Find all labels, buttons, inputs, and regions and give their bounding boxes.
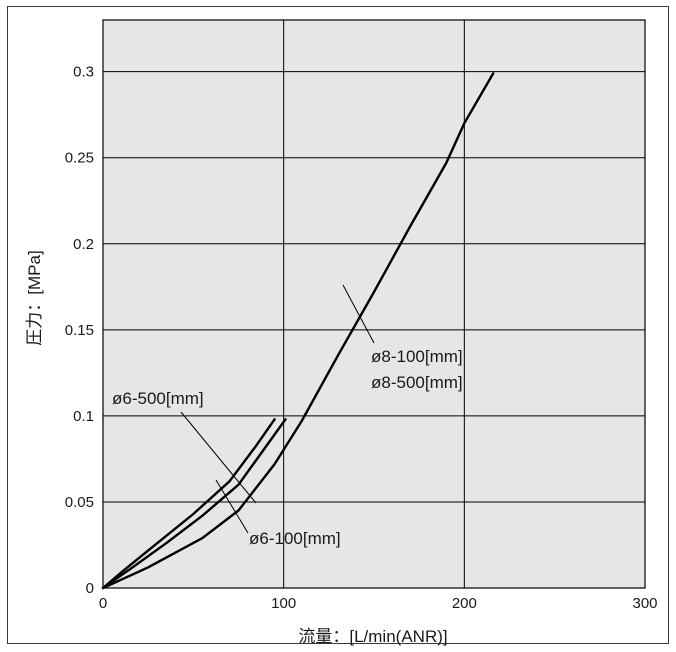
series-lines — [101, 72, 495, 590]
x-tick-label-1: 100 — [271, 595, 296, 612]
y-tick-label-5: 0.25 — [65, 150, 94, 167]
x-tick-label-3: 300 — [632, 595, 657, 612]
leader-line-0 — [180, 411, 257, 504]
annotation-o8-100: ø8-100[mm] — [371, 347, 463, 366]
y-tick-label-1: 0.05 — [65, 494, 94, 511]
x-tick-label-2: 200 — [452, 595, 477, 612]
x-tick-label-0: 0 — [99, 595, 107, 612]
tick-labels: 0 100 200 300 0 0.05 0.1 0.15 0.2 0.25 0.3 — [65, 64, 658, 612]
plot-area — [102, 19, 646, 589]
series-line-2 — [101, 72, 495, 590]
series-line-0 — [101, 418, 276, 590]
y-tick-label-6: 0.3 — [73, 64, 94, 81]
annotation-o6-500: ø6-500[mm] — [112, 389, 204, 408]
annotation-o6-100: ø6-100[mm] — [249, 529, 341, 548]
leader-line-1 — [215, 479, 249, 534]
x-axis-title: 流量：[L/min(ANR)] — [298, 627, 447, 646]
grid-lines — [103, 20, 645, 588]
y-tick-label-0: 0 — [86, 580, 94, 597]
annotation-leaders — [180, 284, 375, 534]
y-tick-label-3: 0.15 — [65, 322, 94, 339]
y-axis-title: 圧力：[MPa] — [25, 250, 44, 345]
annotation-o8-500: ø8-500[mm] — [371, 373, 463, 392]
leader-line-2 — [342, 284, 375, 344]
series-line-1 — [101, 418, 287, 590]
y-tick-label-4: 0.2 — [73, 236, 94, 253]
y-tick-label-2: 0.1 — [73, 408, 94, 425]
